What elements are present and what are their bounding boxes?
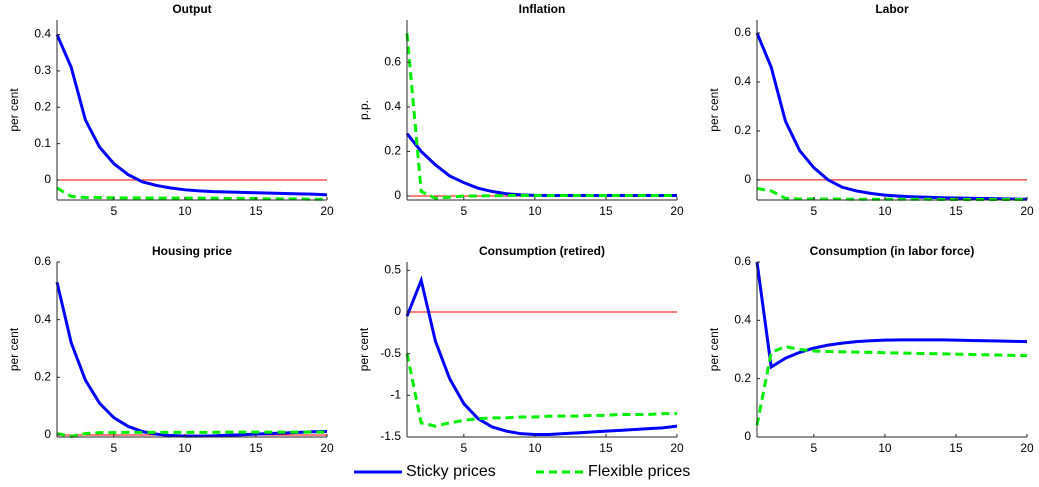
y-axis-label: per cent [707, 88, 721, 132]
y-tick-label: 0.4 [734, 74, 751, 88]
x-tick-label: 20 [320, 441, 334, 455]
y-tick-label: 0.2 [384, 144, 401, 158]
y-tick-label: 0.3 [34, 63, 51, 77]
y-tick-label: 0 [394, 188, 401, 202]
chart-title: Consumption (in labor force) [810, 244, 975, 258]
y-tick-label: 0.5 [384, 263, 401, 277]
series-line [405, 353, 677, 428]
series-line [755, 32, 1028, 201]
y-tick-label: 0.6 [734, 254, 751, 268]
chart-title: Labor [875, 2, 909, 16]
x-tick-label: 20 [1020, 204, 1034, 218]
y-axis-label: per cent [7, 327, 21, 371]
y-tick-label: 0.4 [734, 313, 751, 327]
x-tick-label: 5 [460, 204, 467, 218]
y-axis-label: p.p. [357, 100, 371, 120]
x-tick-label: 20 [670, 441, 684, 455]
y-tick-label: -1 [390, 388, 401, 402]
y-tick-label: 0.6 [34, 254, 51, 268]
series-line [755, 261, 1028, 370]
y-tick-label: 0 [44, 427, 51, 441]
x-tick-label: 15 [949, 441, 963, 455]
x-tick-label: 10 [878, 441, 892, 455]
legend-label: Sticky prices [406, 463, 496, 480]
y-tick-label: 0 [744, 172, 751, 186]
x-tick-label: 10 [528, 204, 542, 218]
series-line [755, 345, 1028, 426]
series-line [405, 132, 677, 198]
x-tick-label: 15 [599, 204, 613, 218]
x-tick-label: 15 [249, 441, 263, 455]
x-tick-label: 5 [110, 441, 117, 455]
x-tick-label: 10 [528, 441, 542, 455]
chart-title: Output [172, 2, 211, 16]
y-tick-label: 0.6 [734, 25, 751, 39]
chart-title: Consumption (retired) [479, 244, 605, 258]
x-tick-label: 15 [249, 204, 263, 218]
y-tick-label: 0.4 [34, 27, 51, 41]
x-tick-label: 20 [1020, 441, 1034, 455]
x-tick-label: 10 [878, 204, 892, 218]
y-tick-label: 0.2 [34, 369, 51, 383]
x-tick-label: 20 [670, 204, 684, 218]
x-tick-label: 15 [949, 204, 963, 218]
y-tick-label: 0.2 [734, 371, 751, 385]
x-tick-label: 5 [110, 204, 117, 218]
x-tick-label: 5 [810, 204, 817, 218]
y-axis-label: per cent [357, 327, 371, 371]
y-tick-label: 0.2 [34, 99, 51, 113]
series-line [55, 281, 328, 438]
y-axis-label: per cent [7, 88, 21, 132]
x-tick-label: 15 [599, 441, 613, 455]
chart-title: Inflation [519, 2, 566, 16]
x-tick-label: 5 [810, 441, 817, 455]
series-line [56, 186, 327, 201]
x-tick-label: 5 [460, 441, 467, 455]
y-tick-label: 0.6 [384, 54, 401, 68]
y-tick-label: 0 [44, 172, 51, 186]
x-tick-label: 10 [178, 441, 192, 455]
y-tick-label: 0.4 [34, 312, 51, 326]
y-tick-label: 0 [744, 429, 751, 443]
y-tick-label: 0.1 [34, 136, 51, 150]
y-tick-label: 0.4 [384, 99, 401, 113]
x-tick-label: 20 [320, 204, 334, 218]
y-tick-label: -0.5 [380, 346, 401, 360]
series-line [55, 33, 328, 197]
series-line [56, 430, 327, 438]
y-tick-label: 0 [394, 304, 401, 318]
chart-title: Housing price [152, 244, 232, 258]
y-axis-label: per cent [707, 327, 721, 371]
legend-label: Flexible prices [588, 463, 690, 480]
y-tick-label: 0.2 [734, 123, 751, 137]
legend-box [347, 452, 701, 486]
x-tick-label: 10 [178, 204, 192, 218]
series-line [405, 33, 677, 200]
series-line [405, 275, 678, 436]
y-tick-label: -1.5 [380, 429, 401, 443]
